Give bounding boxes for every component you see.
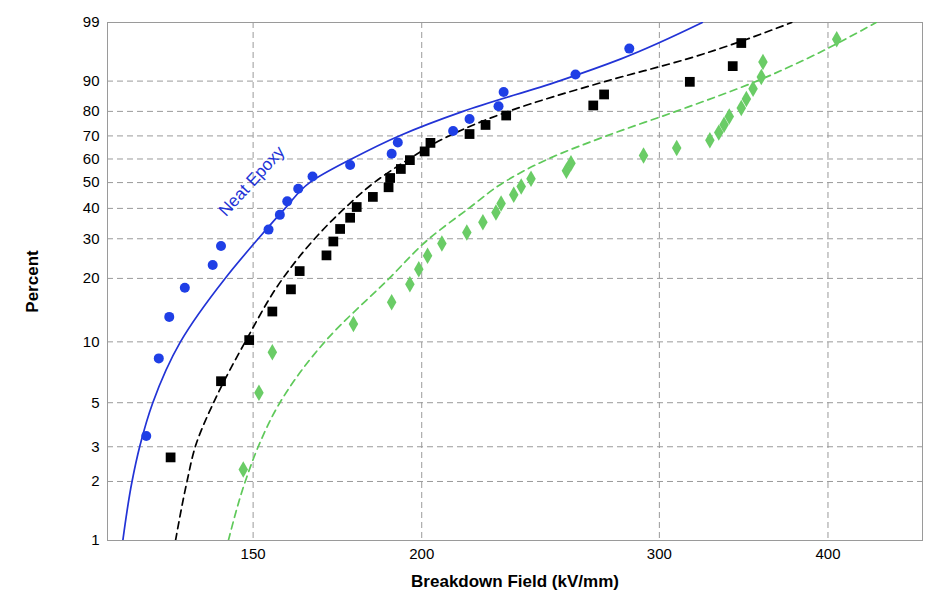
svg-text:3: 3 [91, 438, 99, 455]
svg-text:40: 40 [83, 199, 100, 216]
svg-text:5: 5 [91, 394, 99, 411]
svg-text:Breakdown Field (kV/mm): Breakdown Field (kV/mm) [411, 572, 619, 591]
svg-text:60: 60 [83, 150, 100, 167]
svg-text:30: 30 [83, 230, 100, 247]
svg-text:1: 1 [91, 531, 99, 548]
svg-text:300: 300 [647, 545, 672, 562]
svg-text:80: 80 [83, 102, 100, 119]
svg-text:90: 90 [83, 72, 100, 89]
svg-text:10: 10 [83, 333, 100, 350]
svg-text:99: 99 [83, 13, 100, 30]
svg-text:400: 400 [815, 545, 840, 562]
svg-text:150: 150 [241, 545, 266, 562]
svg-text:70: 70 [83, 127, 100, 144]
svg-text:2: 2 [91, 472, 99, 489]
svg-text:Percent: Percent [23, 250, 42, 313]
svg-text:20: 20 [83, 269, 100, 286]
svg-text:200: 200 [409, 545, 434, 562]
svg-text:Neat Epoxy: Neat Epoxy [215, 142, 289, 220]
svg-text:50: 50 [83, 173, 100, 190]
